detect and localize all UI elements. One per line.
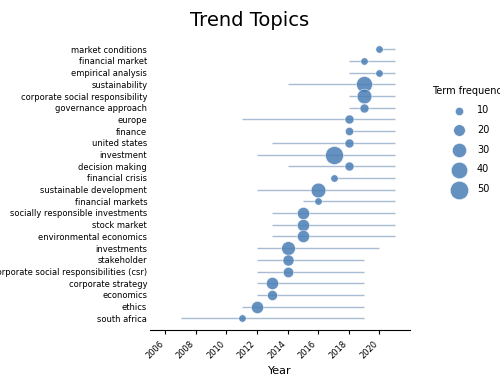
Point (376, 46, 384, 52)
Point (345, 128, 353, 134)
Point (330, 175, 338, 181)
Point (360, 93, 368, 99)
Point (345, 163, 353, 169)
Point (284, 245, 292, 251)
Point (360, 105, 368, 111)
Point (268, 280, 276, 286)
Point (360, 58, 368, 64)
Point (360, 81, 368, 87)
Point (268, 292, 276, 298)
Legend: 10, 20, 30, 40, 50: 10, 20, 30, 40, 50 (428, 82, 500, 198)
Point (330, 152, 338, 157)
Point (376, 70, 384, 76)
Point (314, 198, 322, 204)
X-axis label: Year: Year (268, 366, 292, 375)
Point (253, 304, 261, 310)
Point (299, 222, 307, 228)
Point (284, 257, 292, 263)
Point (284, 268, 292, 274)
Point (314, 187, 322, 193)
Point (345, 140, 353, 146)
Point (345, 116, 353, 122)
Point (299, 210, 307, 216)
Point (238, 315, 246, 321)
Text: Trend Topics: Trend Topics (190, 11, 310, 30)
Point (299, 233, 307, 239)
